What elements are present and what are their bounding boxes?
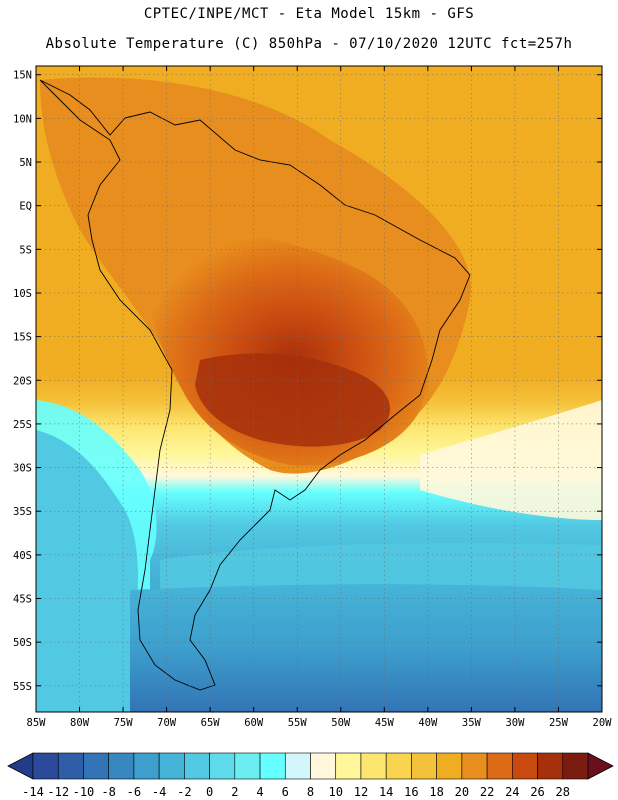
lat-tick-label: 50S <box>13 637 32 649</box>
colorbar-label: 18 <box>429 785 443 799</box>
lat-tick-label: 45S <box>13 594 32 606</box>
colorbar-swatch <box>158 752 185 780</box>
lat-tick-label: 40S <box>13 550 32 562</box>
colorbar-swatch <box>108 752 135 780</box>
colorbar-swatch <box>436 752 463 780</box>
title-line-2: Absolute Temperature (C) 850hPa - 07/10/… <box>45 36 573 52</box>
lat-tick-label: 5N <box>19 157 32 169</box>
colorbar-label: -4 <box>152 785 166 799</box>
lat-tick-label: 5S <box>19 244 32 256</box>
colorbar-swatch <box>32 752 59 780</box>
temperature-field <box>36 66 602 712</box>
lon-tick-label: 65W <box>201 717 221 729</box>
lat-tick-label: 15S <box>13 332 32 344</box>
lon-tick-label: 45W <box>375 717 395 729</box>
colorbar-label: 24 <box>505 785 519 799</box>
colorbar-swatch <box>512 752 538 780</box>
latitude-axis: 15N 10N 5N EQ 5S 10S 15S 20S 25S 30S 35S 40S 45S 50S 5… <box>13 70 602 693</box>
lon-tick-label: 50W <box>331 717 351 729</box>
colorbar-swatch <box>310 752 337 780</box>
lon-tick-label: 85W <box>27 717 47 729</box>
lat-tick-label: 25S <box>13 419 32 431</box>
colorbar-label: 22 <box>480 785 494 799</box>
continent-outline <box>39 79 471 691</box>
colorbar-label: 10 <box>329 785 343 799</box>
colorbar-swatch <box>461 752 488 780</box>
colorbar-swatch <box>537 752 564 780</box>
colorbar-swatch <box>486 752 513 780</box>
lon-tick-label: 75W <box>114 717 134 729</box>
lon-tick-label: 40W <box>418 717 438 729</box>
colorbar-swatch <box>209 752 236 780</box>
colorbar-label: 28 <box>556 785 570 799</box>
color-scale: -14 -12 -10 -8 -6 -4 -2 0 2 4 6 8 10 12 14 16 18 20 22 24 26… <box>7 752 614 799</box>
colorbar-label: -2 <box>177 785 191 799</box>
lat-tick-label: 35S <box>13 506 32 518</box>
longitude-axis: 85W 80W 75W 70W 65W 60W 55W 50W 45W 40W 35W 30W 25W 2… <box>27 66 613 729</box>
lon-tick-label: 20W <box>593 717 613 729</box>
colorbar-swatch <box>184 752 210 780</box>
lon-tick-label: 60W <box>244 717 264 729</box>
lat-tick-label: 10N <box>13 113 32 125</box>
lat-tick-label: 55S <box>13 681 32 693</box>
lon-tick-label: 70W <box>157 717 177 729</box>
colorbar-swatch <box>411 752 437 780</box>
colorbar-label: 8 <box>307 785 314 799</box>
colorbar-swatch <box>360 752 387 780</box>
colorbar-swatch <box>335 752 362 780</box>
lat-tick-label: EQ <box>19 201 32 213</box>
lat-tick-label: 30S <box>13 463 32 475</box>
colorbar-swatch <box>83 752 109 780</box>
colorbar-swatch <box>562 752 589 780</box>
colorbar-label: -12 <box>47 785 69 799</box>
colorbar-label: 4 <box>256 785 263 799</box>
colorbar-swatch <box>57 752 84 780</box>
lat-tick-label: 10S <box>13 288 32 300</box>
colorbar-label: 12 <box>354 785 368 799</box>
lon-tick-label: 25W <box>549 717 569 729</box>
lon-tick-label: 30W <box>505 717 525 729</box>
colorbar-label: 2 <box>231 785 238 799</box>
colorbar-label: -8 <box>101 785 115 799</box>
colorbar-label: 0 <box>206 785 213 799</box>
title-line-1: CPTEC/INPE/MCT - Eta Model 15km - GFS <box>143 6 475 22</box>
colorbar-over-arrow <box>587 752 614 780</box>
lon-tick-label: 55W <box>288 717 308 729</box>
colorbar-swatch <box>234 752 261 780</box>
colorbar-swatch <box>259 752 286 780</box>
lat-tick-label: 15N <box>13 70 32 82</box>
plot-frame <box>35 65 603 713</box>
lon-tick-label: 80W <box>70 717 90 729</box>
colorbar-label: 6 <box>282 785 289 799</box>
colorbar-label: -14 <box>22 785 44 799</box>
colorbar-under-arrow <box>7 752 34 780</box>
colorbar-swatch <box>133 752 160 780</box>
lat-tick-label: 20S <box>13 375 32 387</box>
colorbar-swatch <box>284 752 311 780</box>
colorbar-label: 14 <box>379 785 393 799</box>
lon-tick-label: 35W <box>462 717 482 729</box>
colorbar-label: -10 <box>73 785 95 799</box>
colorbar-label: -6 <box>127 785 141 799</box>
colorbar-swatch <box>385 752 412 780</box>
colorbar-label: 20 <box>455 785 469 799</box>
colorbar-label: 16 <box>404 785 418 799</box>
colorbar-label: 26 <box>530 785 544 799</box>
